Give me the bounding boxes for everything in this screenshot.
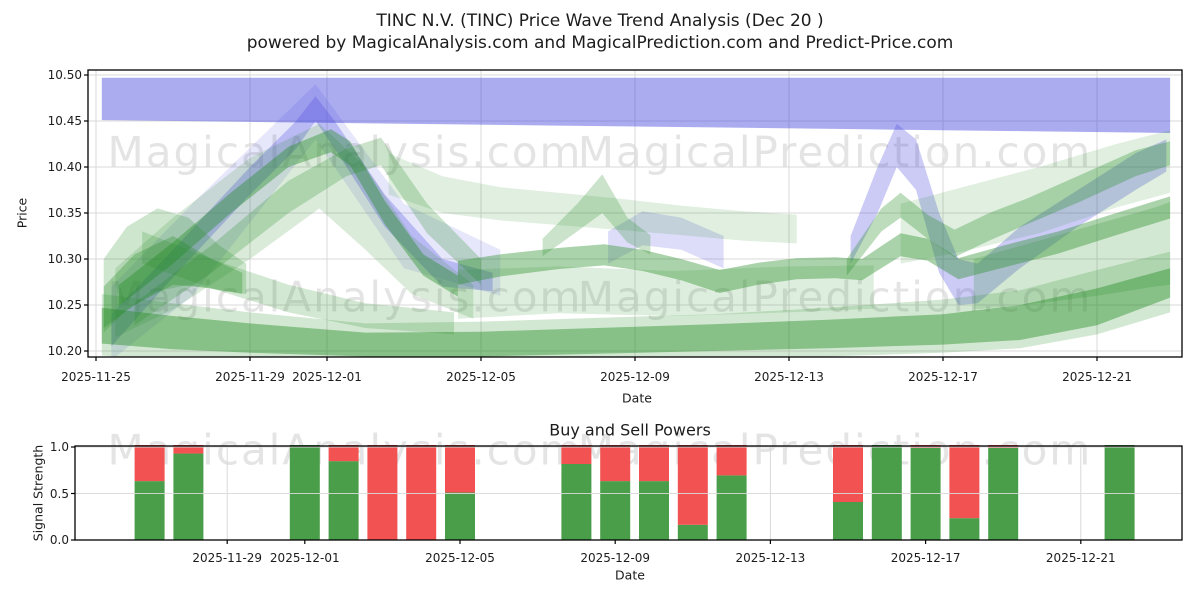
power-x-tick-label: 2025-12-05 [425, 551, 495, 565]
sell-bar [833, 445, 863, 502]
buy-bar [716, 475, 747, 540]
wave-band-right-fan-light [900, 130, 1171, 264]
price-y-tick-label: 10.50 [47, 68, 82, 82]
price-y-axis-label: Price [14, 197, 30, 229]
sell-bar [406, 445, 437, 540]
sell-bar [173, 445, 204, 454]
watermark-text: MagicalAnalysis.com [107, 272, 583, 322]
wave-band-mid-band-light [457, 265, 874, 319]
power-x-tick-label: 2025-11-29 [192, 551, 263, 565]
chart-title-line2: powered by MagicalAnalysis.com and Magic… [246, 33, 954, 53]
power-y-tick-label: 1.0 [49, 440, 69, 454]
power-x-tick-label: 2025-12-01 [269, 551, 340, 565]
wave-band-top-band [101, 77, 1171, 133]
buy-bar [445, 492, 475, 540]
buy-bar [871, 445, 902, 540]
wave-band-mid-blue-bump [608, 211, 724, 269]
wave-band-right-blue-wave [850, 123, 1167, 305]
price-y-tick-label: 10.45 [47, 114, 82, 128]
power-chart-title: Buy and Sell Powers [549, 420, 711, 440]
price-wave-bands [101, 77, 1171, 357]
sell-bar [561, 445, 592, 464]
price-x-tick-label: 2025-12-01 [292, 370, 362, 384]
buy-bar [561, 464, 592, 540]
wave-band-base-band-dark [101, 268, 1171, 357]
sell-bar [716, 445, 747, 476]
sell-bar [600, 445, 631, 482]
buy-bar [173, 453, 204, 540]
price-x-tick-label: 2025-11-29 [215, 370, 285, 384]
wave-band-knot-to-base [142, 231, 455, 335]
price-y-tick-label: 10.40 [47, 160, 82, 174]
price-x-axis-label: Date [622, 390, 652, 406]
buy-bar [1104, 445, 1135, 540]
watermark-text: MagicalPrediction.com [577, 127, 1093, 177]
sell-bar [677, 445, 708, 525]
wave-band-left-peak-blue-halo [111, 84, 501, 357]
power-y-axis-label: Signal Strength [30, 444, 46, 542]
wave-band-main-peak-ridge [119, 129, 458, 306]
price-x-tick-label: 2025-12-21 [1062, 370, 1132, 384]
wave-band-left-knot-dark [103, 236, 243, 328]
wave-band-left-knot-light [103, 208, 247, 333]
watermark-text: MagicalPrediction.com [577, 272, 1093, 322]
sell-bar [639, 445, 669, 482]
sell-bar [367, 445, 398, 540]
wave-band-mid-small-peak [542, 174, 651, 257]
price-x-tick-label: 2025-11-25 [61, 370, 131, 384]
wave-band-upper-shelf [388, 153, 797, 244]
power-x-tick-label: 2025-12-21 [1045, 551, 1116, 565]
power-x-tick-label: 2025-12-13 [735, 551, 806, 565]
wave-band-right-hump [846, 141, 1171, 276]
wave-band-base-band-light [101, 251, 1171, 357]
price-y-tick-label: 10.25 [47, 298, 82, 312]
buy-bar [677, 524, 708, 540]
chart-title-line1: TINC N.V. (TINC) Price Wave Trend Analys… [376, 11, 824, 31]
price-x-tick-label: 2025-12-13 [754, 370, 824, 384]
price-x-tick-label: 2025-12-09 [600, 370, 670, 384]
sell-bar [134, 445, 165, 482]
buy-bar [289, 445, 320, 540]
wave-band-main-peak-wide [115, 123, 474, 338]
sell-bar [445, 445, 475, 493]
watermark-text: MagicalAnalysis.com [107, 127, 583, 177]
wave-band-right-wide-light [973, 202, 1171, 310]
buy-bar [949, 518, 980, 540]
power-y-tick-label: 0.5 [49, 486, 69, 501]
price-x-tick-label: 2025-12-17 [908, 370, 978, 384]
power-x-tick-label: 2025-12-17 [890, 551, 961, 565]
power-x-tick-label: 2025-12-09 [580, 551, 651, 565]
wave-band-second-peak [134, 137, 481, 326]
wave-band-mid-flow-dark [457, 196, 1171, 293]
power-bars [134, 445, 1135, 540]
buy-bar [639, 481, 669, 540]
price-y-tick-label: 10.35 [47, 206, 82, 220]
price-y-tick-label: 10.20 [47, 344, 82, 358]
sell-bar [949, 445, 980, 519]
buy-bar [134, 481, 165, 540]
buy-bar [833, 502, 863, 540]
power-x-axis-label: Date [615, 567, 645, 583]
price-x-tick-label: 2025-12-05 [446, 370, 516, 384]
power-y-tick-label: 0.0 [49, 533, 69, 547]
price-y-tick-label: 10.30 [47, 252, 82, 266]
sell-bar [328, 445, 359, 462]
buy-bar [600, 481, 631, 540]
buy-bar [328, 461, 359, 540]
